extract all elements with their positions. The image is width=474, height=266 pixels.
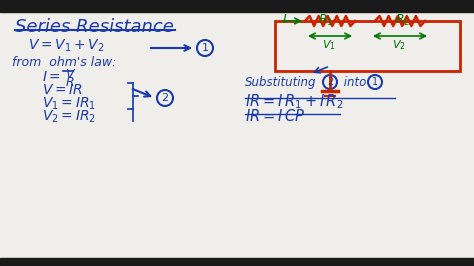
Text: $I$: $I$ <box>282 13 287 26</box>
Text: $V = V_1 + V_2$: $V = V_1 + V_2$ <box>28 38 104 55</box>
Text: $R_2$: $R_2$ <box>395 13 410 28</box>
Text: $V = IR$: $V = IR$ <box>42 83 83 97</box>
Text: Substituting: Substituting <box>245 76 317 89</box>
Text: 2: 2 <box>327 77 333 87</box>
Text: $IR = I\,R_1 + I\,R_2$: $IR = I\,R_1 + I\,R_2$ <box>245 92 344 111</box>
Text: $V_1 = IR_1$: $V_1 = IR_1$ <box>42 96 96 113</box>
Text: $R$: $R$ <box>65 76 74 89</box>
Text: from  ohm's law:: from ohm's law: <box>12 56 117 69</box>
Text: 2: 2 <box>162 93 169 103</box>
Text: $V$: $V$ <box>65 68 76 81</box>
Text: $V_1$: $V_1$ <box>322 38 336 52</box>
Bar <box>0 258 474 266</box>
Text: Series Resistance: Series Resistance <box>15 18 174 36</box>
Bar <box>0 0 474 12</box>
Text: 1: 1 <box>372 77 378 87</box>
Text: into: into <box>340 76 366 89</box>
Bar <box>275 21 460 71</box>
Text: $R_1$: $R_1$ <box>318 13 333 28</box>
Text: 1: 1 <box>201 43 209 53</box>
Text: $I = $: $I = $ <box>42 70 61 84</box>
Text: $IR = I\,CP$: $IR = I\,CP$ <box>245 108 305 124</box>
Text: $V_2$: $V_2$ <box>392 38 406 52</box>
Text: $V_2 = IR_2$: $V_2 = IR_2$ <box>42 109 96 125</box>
